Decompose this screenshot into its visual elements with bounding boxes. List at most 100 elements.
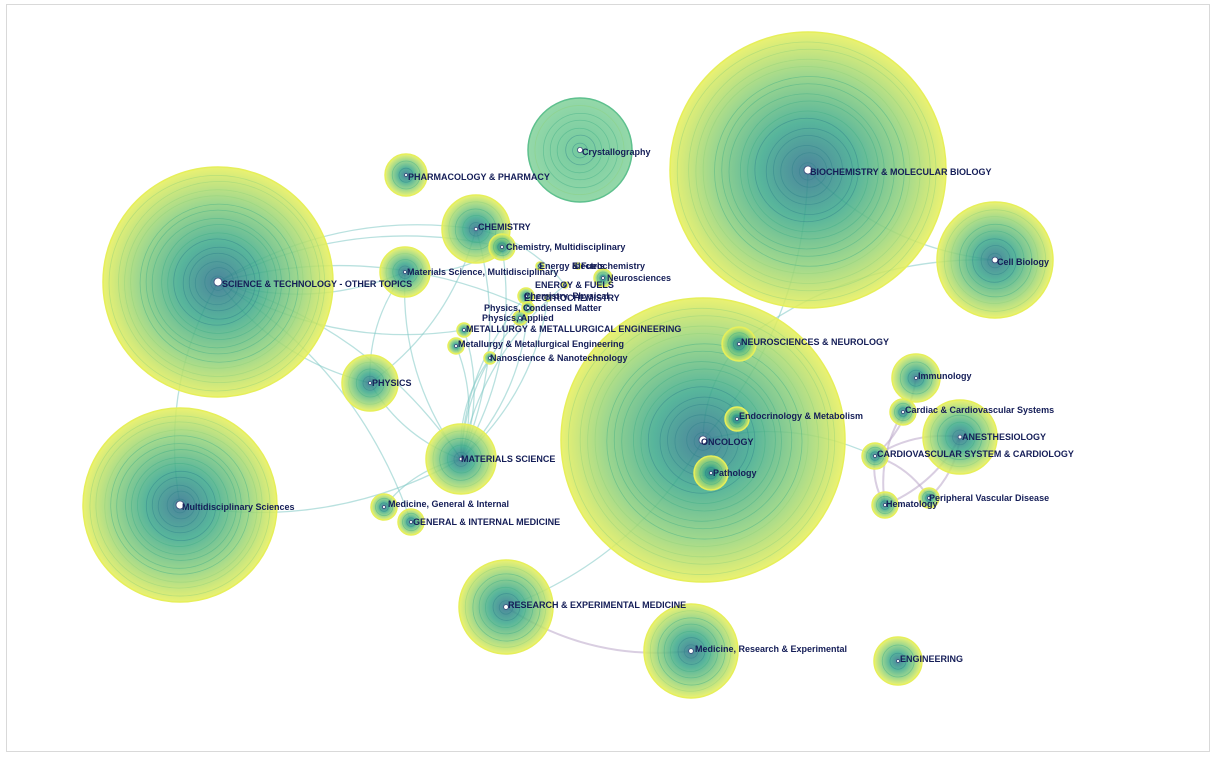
node-ring (647, 386, 756, 494)
node-ring (398, 265, 412, 279)
node-materials-science-multidisciplinary[interactable] (379, 246, 431, 298)
node-neurosciences-neurology[interactable] (721, 326, 757, 362)
node-physics-condensed-matter[interactable] (521, 301, 535, 315)
node-label-hematology: Hematology (886, 499, 938, 509)
node-cardiac-cardiovascular-systems[interactable] (889, 398, 917, 426)
node-ring (391, 160, 421, 190)
node-ring (125, 449, 237, 561)
node-pathology[interactable] (693, 455, 729, 491)
node-ring (375, 497, 394, 517)
node-center-icon (368, 381, 372, 385)
node-ring (596, 271, 610, 285)
node-endocrinology-metabolism[interactable] (724, 406, 750, 432)
node-oncology[interactable] (560, 297, 846, 583)
node-ring (880, 500, 890, 510)
node-ring (987, 252, 1003, 269)
node-label-science-technology-other-topics: SCIENCE & TECHNOLOGY - OTHER TOPICS (222, 279, 412, 289)
node-energy-fuels[interactable] (561, 281, 569, 289)
node-anesthesiology[interactable] (922, 399, 998, 475)
node-metallurgy-metallurgical-engineering[interactable] (456, 322, 472, 338)
node-center-icon (577, 146, 584, 153)
node-label-pharmacology-pharmacy: PHARMACOLOGY & PHARMACY (408, 172, 550, 182)
node-center-icon (737, 342, 741, 346)
node-ring (657, 617, 726, 686)
node-ring (728, 93, 885, 250)
node-center-icon (175, 500, 185, 510)
node-ring (889, 652, 907, 670)
node-label-oncology: ONCOLOGY (701, 437, 754, 447)
node-immunology[interactable] (891, 353, 941, 403)
node-electrochemistry[interactable] (574, 262, 582, 270)
node-label-materials-science-multidisciplinary: Materials Science, Multidisciplinary (407, 267, 559, 277)
node-ring (732, 414, 742, 424)
node-medicine-research-experimental[interactable] (643, 603, 739, 699)
node-ring (355, 368, 385, 398)
node-ring (773, 135, 843, 205)
node-cardiovascular-system-cardiology[interactable] (861, 442, 889, 470)
node-ring (167, 232, 269, 334)
node-ring (676, 41, 937, 302)
node-ring (606, 343, 803, 540)
node-medicine-general-internal[interactable] (370, 493, 398, 521)
node-crystallography[interactable] (527, 97, 633, 203)
node-ring (649, 610, 732, 692)
node-biochemistry-molecular-biology[interactable] (669, 31, 947, 309)
node-multidisciplinary-sciences[interactable] (82, 407, 278, 603)
node-neurosciences[interactable] (593, 268, 613, 288)
node-ring (151, 218, 282, 349)
node-ring (565, 134, 596, 166)
node-ring (727, 332, 751, 356)
node-ring (898, 407, 908, 417)
node-ring (385, 253, 424, 292)
node-physics[interactable] (341, 354, 399, 412)
node-center-icon (601, 276, 605, 280)
node-ring (780, 145, 833, 198)
node-label-medicine-research-experimental: Medicine, Research & Experimental (695, 644, 847, 654)
node-ring (594, 333, 809, 547)
node-research-experimental-medicine[interactable] (458, 559, 554, 655)
node-chemistry-multidisciplinary[interactable] (488, 233, 516, 261)
node-pharmacology-pharmacy[interactable] (384, 153, 428, 197)
node-label-materials-science: MATERIALS SCIENCE (461, 454, 555, 464)
node-center-icon (901, 410, 905, 414)
node-engineering[interactable] (873, 636, 923, 686)
node-cell-biology[interactable] (936, 201, 1054, 319)
node-science-technology-other-topics[interactable] (102, 166, 334, 398)
node-nanoscience-nanotechnology[interactable] (483, 351, 497, 365)
node-center-icon (500, 245, 504, 249)
node-ring (965, 230, 1025, 290)
label-layer: BIOCHEMISTRY & MOLECULAR BIOLOGY ONCOLOGY… (182, 147, 1074, 664)
node-ring (765, 127, 853, 215)
node-ring (870, 451, 880, 461)
node-ring (881, 644, 915, 678)
node-general-internal-medicine[interactable] (397, 508, 425, 536)
node-ring (108, 174, 326, 392)
node-ring (172, 498, 188, 514)
node-electrochemistry[interactable] (544, 294, 552, 302)
node-label-physics-applied: Physics, Applied (482, 313, 554, 323)
node-center-icon (991, 256, 999, 264)
node-energy-fuels[interactable] (535, 261, 545, 271)
node-label-multidisciplinary-sciences: Multidisciplinary Sciences (182, 502, 295, 512)
node-ring (478, 579, 534, 635)
node-ring (542, 112, 619, 189)
node-ring (945, 421, 976, 453)
node-metallurgy-metallurgical-engineering[interactable] (447, 337, 465, 355)
node-ring (876, 495, 895, 515)
node-ring (677, 637, 706, 665)
node-center-icon (546, 296, 550, 300)
node-ring (754, 117, 859, 223)
node-ring (907, 369, 925, 387)
node-hematology[interactable] (871, 491, 899, 519)
node-peripheral-vascular-disease[interactable] (918, 487, 940, 509)
node-center-icon (473, 226, 479, 232)
node-center-icon (213, 277, 223, 287)
node-materials-science[interactable] (425, 423, 497, 495)
node-ring (104, 429, 258, 583)
node-physics-applied[interactable] (512, 310, 528, 326)
node-center-icon (409, 520, 413, 524)
node-ring (579, 315, 830, 565)
node-ring (894, 402, 913, 422)
node-ring (492, 593, 521, 621)
